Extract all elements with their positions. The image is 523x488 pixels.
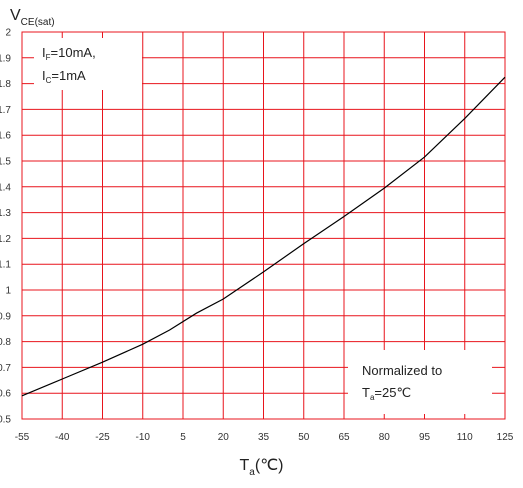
normalization-temperature: Ta=25℃	[348, 384, 492, 407]
condition-ic-value: =1mA	[51, 68, 86, 83]
x-tick-label: 50	[298, 432, 310, 443]
y-axis-label-sub: CE(sat)	[20, 17, 55, 28]
y-tick-label: 1.9	[0, 53, 11, 64]
condition-if-sub: F	[45, 53, 51, 62]
x-tick-label: 95	[419, 432, 431, 443]
y-tick-label: 1.4	[0, 182, 11, 193]
x-axis-label-sub: a	[249, 467, 255, 478]
y-tick-label: 1.3	[0, 208, 11, 219]
condition-ic-symbol: I	[42, 68, 46, 83]
condition-ic: IC=1mA	[34, 67, 142, 90]
y-axis-label: VCE(sat)	[10, 6, 55, 33]
x-tick-label: -40	[55, 432, 70, 443]
y-tick-labels: 0.5 0.6 0.7 0.8 0.9 1 1.1 1.2 1.3 1.4 1.5 1.6 1.7 1.8…	[0, 28, 11, 426]
condition-if: IF=10mA,	[34, 44, 142, 67]
normalization-temp-symbol: T	[362, 385, 370, 400]
plot-border	[21, 31, 506, 420]
x-tick-label: 20	[218, 432, 230, 443]
condition-if-symbol: I	[42, 45, 46, 60]
x-tick-label: -25	[95, 432, 110, 443]
x-axis-label-unit: (℃)	[254, 457, 284, 474]
x-axis-label: Ta(℃)	[0, 456, 523, 483]
y-tick-label: 1.6	[0, 131, 11, 142]
x-tick-label: 65	[338, 432, 350, 443]
series-lines	[21, 76, 506, 397]
y-tick-label: 0.5	[0, 415, 11, 426]
x-tick-label: 110	[457, 432, 473, 443]
x-tick-label: 5	[180, 432, 186, 443]
y-tick-label: 1	[5, 286, 11, 297]
y-tick-label: 1.2	[0, 234, 11, 245]
y-tick-label: 1.1	[0, 260, 11, 271]
y-tick-label: 0.7	[0, 363, 11, 374]
plot-frame	[21, 31, 506, 420]
y-tick-label: 0.6	[0, 389, 11, 400]
x-tick-label: 35	[258, 432, 270, 443]
x-tick-label: -10	[136, 432, 151, 443]
y-tick-label: 1.5	[0, 157, 11, 168]
normalized-to-label: Normalized to	[362, 363, 443, 378]
condition-ic-sub: C	[45, 76, 52, 85]
y-tick-label: 0.8	[0, 337, 11, 348]
normalization-box: Normalized to Ta=25℃	[348, 350, 492, 414]
x-axis-label-main: T	[239, 457, 250, 474]
x-tick-label: -55	[15, 432, 30, 443]
normalization-temp-sub: a	[369, 393, 375, 402]
normalization-temp-value: =25℃	[374, 385, 412, 400]
test-conditions-box: IF=10mA, IC=1mA	[34, 38, 142, 90]
y-tick-label: 2	[5, 28, 11, 39]
x-tick-labels: -55 -40 -25 -10 5 20 35 50 65 80 95 110 125	[15, 432, 514, 443]
y-tick-label: 1.7	[0, 105, 11, 116]
condition-if-value: =10mA,	[50, 45, 96, 60]
data-line	[21, 76, 506, 397]
y-axis-label-main: V	[10, 7, 21, 24]
x-tick-label: 80	[379, 432, 391, 443]
x-tick-label: 125	[497, 432, 514, 443]
y-tick-label: 0.9	[0, 311, 11, 322]
y-tick-label: 1.8	[0, 79, 11, 90]
